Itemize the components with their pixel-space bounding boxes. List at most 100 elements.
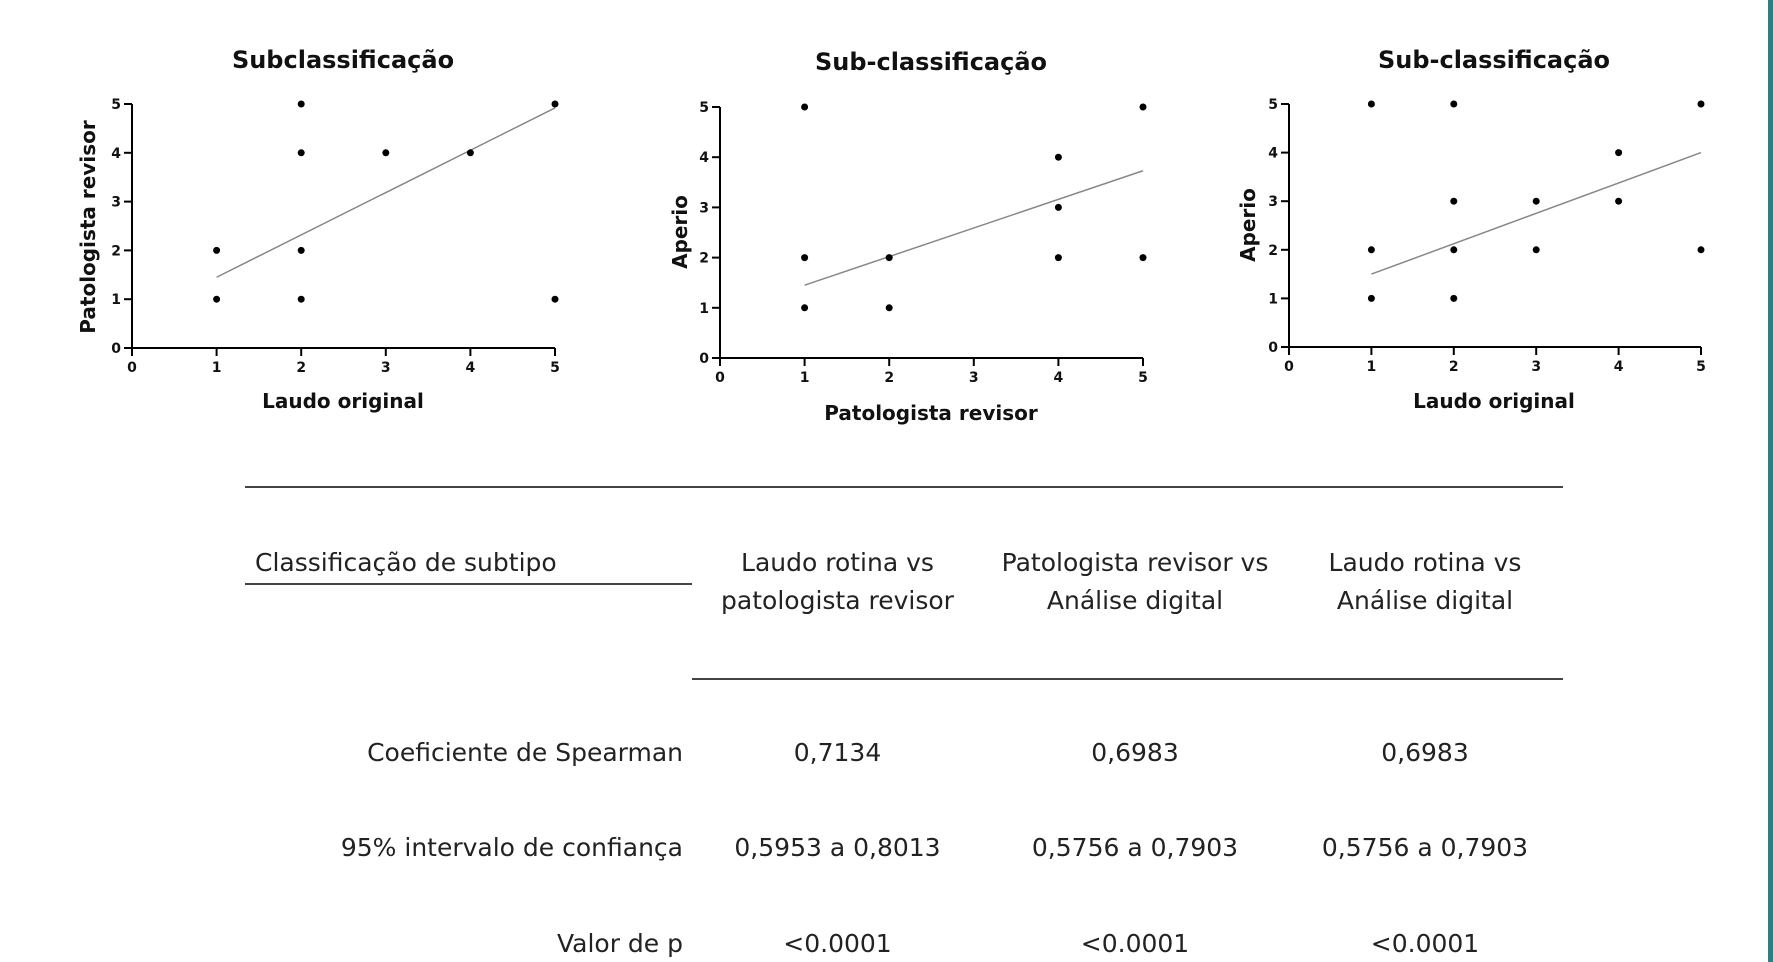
plot-area: 0 1 2 3 4 5 0 1 2 3 4 5 xyxy=(111,97,560,376)
data-point xyxy=(1367,246,1375,254)
regression-line xyxy=(1371,151,1702,275)
x-tick-label: 1 xyxy=(1367,359,1377,375)
header-bottom-rule xyxy=(692,678,1563,680)
x-tick-label: 0 xyxy=(1284,359,1294,375)
y-axis-label: Aperio xyxy=(668,195,692,269)
data-point xyxy=(801,304,809,312)
column-header-2: Patologista revisor vs Análise digital xyxy=(990,544,1280,620)
y-tick-label: 4 xyxy=(699,150,709,166)
x-tick-label: 2 xyxy=(1449,359,1459,375)
regression-line xyxy=(216,107,556,278)
y-tick-label: 5 xyxy=(1268,97,1278,113)
table-header-label: Classificação de subtipo xyxy=(255,548,557,577)
column-header-line: Análise digital xyxy=(1336,586,1514,615)
y-tick-label: 2 xyxy=(1268,243,1278,259)
column-header-line: Laudo rotina vs xyxy=(741,548,934,577)
x-tick-label: 3 xyxy=(381,360,391,376)
data-point xyxy=(1054,254,1062,262)
x-tick-label: 0 xyxy=(715,370,725,386)
column-header-line: Análise digital xyxy=(1046,586,1224,615)
x-tick-label: 1 xyxy=(800,370,810,386)
data-point xyxy=(1615,149,1623,157)
y-tick-label: 1 xyxy=(1268,291,1278,307)
y-axis-label: Patologista revisor xyxy=(76,120,100,334)
chart-title: Sub-classificação xyxy=(815,48,1047,76)
table-cell: 0,6983 xyxy=(1381,738,1469,767)
data-point xyxy=(1054,153,1062,161)
data-point xyxy=(1139,103,1147,111)
row-label-p-value: Valor de p xyxy=(556,929,683,958)
y-tick-label: 1 xyxy=(111,292,121,308)
chart-title: Subclassificação xyxy=(232,46,454,74)
data-point xyxy=(1450,197,1458,205)
data-point xyxy=(1054,203,1062,211)
right-edge-border xyxy=(1768,0,1773,962)
table-cell: 0,5953 a 0,8013 xyxy=(734,833,941,862)
x-tick-label: 4 xyxy=(1054,370,1064,386)
y-tick-label: 5 xyxy=(111,97,121,113)
x-tick-label: 0 xyxy=(127,360,137,376)
data-point xyxy=(1450,294,1458,302)
y-tick-label: 5 xyxy=(699,100,709,116)
y-axis-label: Aperio xyxy=(1236,188,1260,262)
plot-area: 0 1 2 3 4 5 0 1 2 3 4 5 xyxy=(1268,97,1706,375)
y-tick-label: 3 xyxy=(1268,194,1278,210)
x-tick-label: 4 xyxy=(466,360,476,376)
x-tick-label: 4 xyxy=(1614,359,1624,375)
row-label-confidence-interval: 95% intervalo de confiança xyxy=(340,833,683,862)
table-cell: 0,5756 a 0,7903 xyxy=(1321,833,1529,862)
y-tick-label: 0 xyxy=(111,341,121,357)
table-cell: <0.0001 xyxy=(783,929,892,958)
data-point xyxy=(1367,100,1375,108)
header-label-underline xyxy=(245,583,692,585)
data-point xyxy=(801,103,809,111)
column-header-line: Patologista revisor vs xyxy=(1001,548,1269,577)
y-tick-label: 0 xyxy=(699,351,709,367)
data-point xyxy=(1532,246,1540,254)
data-point xyxy=(466,149,474,157)
data-point xyxy=(1615,197,1623,205)
plot-area: 0 1 2 3 4 5 0 1 2 3 4 5 xyxy=(699,100,1148,386)
data-point xyxy=(551,100,559,108)
data-point xyxy=(1532,197,1540,205)
scatter-chart-revisor-vs-aperio: Sub-classificação Patologista revisor Ap… xyxy=(668,48,1148,425)
data-point xyxy=(1367,294,1375,302)
column-header-3: Laudo rotina vs Análise digital xyxy=(1290,544,1560,620)
x-tick-label: 5 xyxy=(550,360,560,376)
scatter-chart-laudo-vs-aperio: Sub-classificação Laudo original Aperio … xyxy=(1236,46,1706,413)
x-tick-label: 2 xyxy=(884,370,894,386)
column-header-1: Laudo rotina vs patologista revisor xyxy=(700,544,975,620)
x-tick-label: 1 xyxy=(212,360,222,376)
data-point xyxy=(1697,100,1705,108)
data-point xyxy=(213,246,221,254)
x-tick-label: 3 xyxy=(1531,359,1541,375)
column-header-line: patologista revisor xyxy=(721,586,954,615)
y-tick-label: 2 xyxy=(699,251,709,267)
x-tick-label: 3 xyxy=(969,370,979,386)
data-point xyxy=(297,295,305,303)
scatter-chart-laudo-vs-revisor: Subclassificação Laudo original Patologi… xyxy=(76,46,560,413)
data-point xyxy=(885,304,893,312)
y-tick-label: 3 xyxy=(111,195,121,211)
data-point xyxy=(297,100,305,108)
x-axis-label: Patologista revisor xyxy=(824,401,1038,425)
data-point xyxy=(551,295,559,303)
data-point xyxy=(382,149,390,157)
table-cell: 0,6983 xyxy=(1091,738,1179,767)
data-point xyxy=(297,246,305,254)
data-point xyxy=(801,254,809,262)
table-top-rule xyxy=(245,486,1563,488)
table-cell: 0,5756 a 0,7903 xyxy=(1031,833,1239,862)
x-axis-label: Laudo original xyxy=(1413,389,1575,413)
x-tick-label: 5 xyxy=(1138,370,1148,386)
data-point xyxy=(885,254,893,262)
data-point xyxy=(1697,246,1705,254)
x-axis-label: Laudo original xyxy=(262,389,424,413)
y-tick-label: 2 xyxy=(111,243,121,259)
data-point xyxy=(297,149,305,157)
data-point xyxy=(1139,254,1147,262)
y-tick-label: 4 xyxy=(111,146,121,162)
y-tick-label: 1 xyxy=(699,301,709,317)
regression-line xyxy=(804,170,1144,286)
